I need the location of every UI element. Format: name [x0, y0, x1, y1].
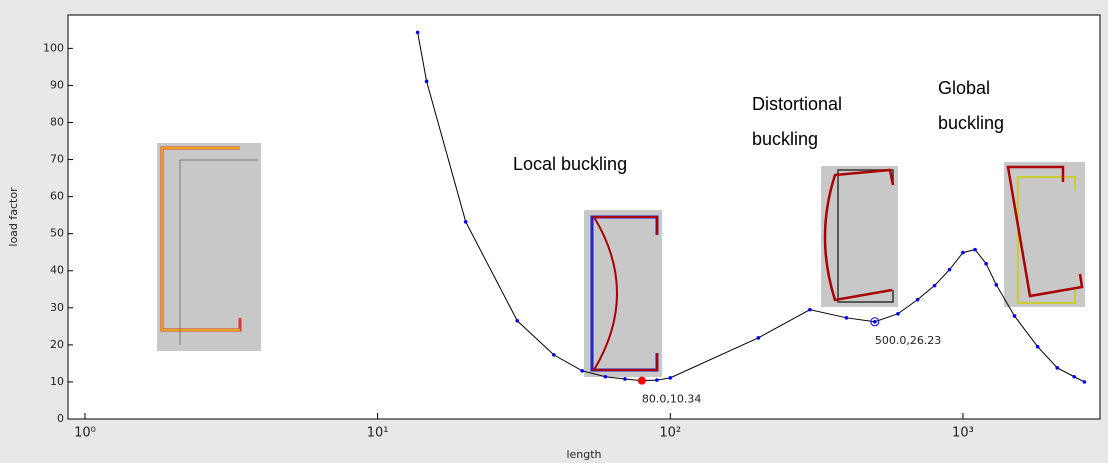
y-tick-label: 30 — [50, 301, 64, 314]
note: Local buckling — [513, 154, 627, 174]
x-tick-label: 10⁰ — [74, 426, 96, 441]
note: Distortional — [752, 94, 842, 114]
point — [994, 283, 998, 287]
point — [896, 312, 900, 316]
point — [580, 369, 584, 373]
point — [873, 320, 877, 324]
point — [623, 377, 627, 381]
point — [757, 336, 761, 340]
point — [416, 31, 420, 35]
point — [961, 251, 965, 255]
note: buckling — [752, 129, 818, 149]
point — [425, 80, 429, 84]
point — [604, 375, 608, 379]
point — [1013, 314, 1017, 318]
y-tick-label: 60 — [50, 190, 64, 203]
point — [933, 284, 937, 288]
y-tick-label: 10 — [50, 375, 64, 388]
y-tick-label: 20 — [50, 338, 64, 351]
point — [655, 378, 659, 382]
point — [984, 262, 988, 266]
x-tick-label: 10² — [659, 426, 681, 441]
y-tick-label: 50 — [50, 227, 64, 240]
y-tick-label: 100 — [43, 41, 64, 54]
x-axis-label: length — [566, 448, 601, 461]
chart: Local buckling Distortional buckling Glo… — [0, 0, 1108, 463]
y-axis-label: load factor — [7, 187, 20, 247]
y-tick-label: 40 — [50, 264, 64, 277]
point — [845, 316, 849, 320]
point — [464, 220, 468, 224]
point — [1083, 380, 1087, 384]
point — [948, 268, 952, 272]
point — [1072, 375, 1076, 379]
y-tick-label: 0 — [57, 412, 64, 425]
x-tick-label: 10¹ — [367, 426, 389, 441]
point — [668, 376, 672, 380]
y-tick-label: 70 — [50, 153, 64, 166]
point — [808, 308, 812, 312]
point-label: 500.0,26.23 — [875, 334, 941, 347]
x-tick-label: 10³ — [952, 426, 974, 441]
note: Global — [938, 78, 990, 98]
point-label: 80.0,10.34 — [642, 393, 701, 406]
point — [552, 353, 556, 357]
point — [916, 298, 920, 302]
point — [1036, 345, 1040, 349]
y-tick-label: 90 — [50, 78, 64, 91]
point — [515, 319, 519, 323]
selected-point — [638, 377, 646, 385]
note: buckling — [938, 113, 1004, 133]
point — [1055, 366, 1059, 370]
point — [973, 248, 977, 252]
y-tick-label: 80 — [50, 115, 64, 128]
